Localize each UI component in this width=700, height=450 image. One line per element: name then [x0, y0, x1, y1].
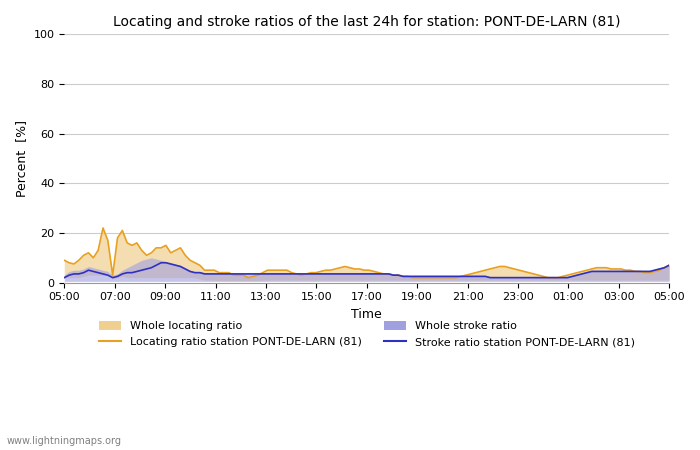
- Y-axis label: Percent  [%]: Percent [%]: [15, 120, 28, 197]
- Text: www.lightningmaps.org: www.lightningmaps.org: [7, 436, 122, 446]
- Title: Locating and stroke ratios of the last 24h for station: PONT-DE-LARN (81): Locating and stroke ratios of the last 2…: [113, 15, 620, 29]
- X-axis label: Time: Time: [351, 308, 382, 321]
- Legend: Whole locating ratio, Locating ratio station PONT-DE-LARN (81), Whole stroke rat: Whole locating ratio, Locating ratio sta…: [94, 317, 639, 351]
